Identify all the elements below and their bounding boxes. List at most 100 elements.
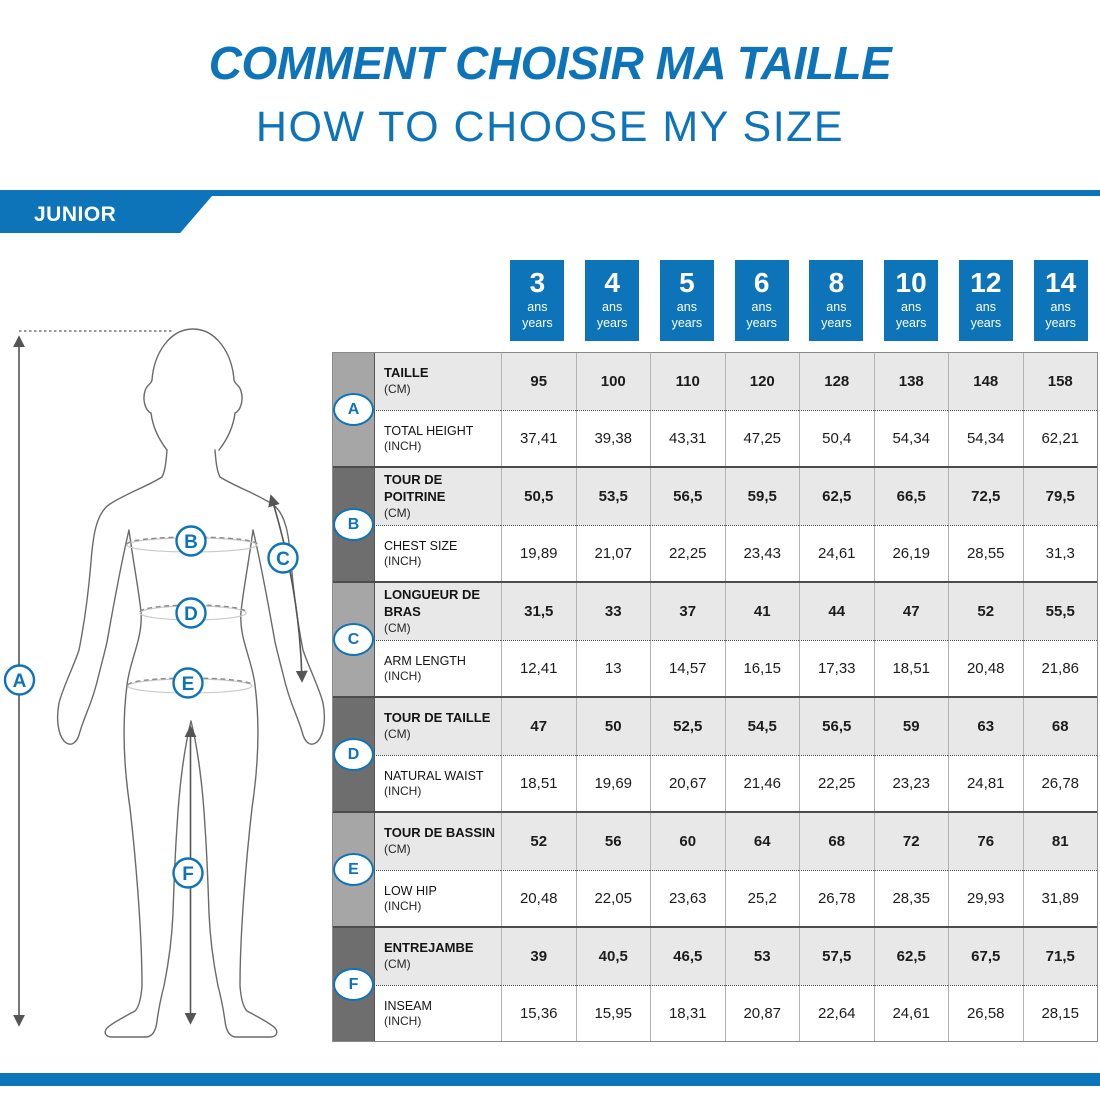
size-value-cell: 72 — [873, 813, 948, 870]
measurement-name: INSEAM — [384, 998, 432, 1013]
size-table: A TAILLE (CM) 95 100 110 120 128 138 148 158 TOTAL … — [332, 352, 1098, 1042]
diagram-badge-e: E — [182, 674, 195, 695]
measurement-name: LONGUEUR DE BRAS — [384, 586, 481, 619]
size-value-cell: 62,5 — [799, 468, 874, 525]
table-letter-badge: A — [333, 393, 374, 426]
size-value-cell: 22,64 — [799, 985, 874, 1041]
table-section: F ENTREJAMBE (CM) 39 40,5 46,5 53 57,5 62,5 67,5 7… — [333, 926, 1097, 1041]
size-value-cell: 14,57 — [650, 640, 725, 696]
age-unit-en: years — [596, 315, 628, 330]
age-unit-fr: ans — [826, 300, 847, 315]
age-header-box: 8 ans years — [809, 260, 864, 341]
measurement-name: LOW HIP — [384, 883, 437, 898]
measurement-label-cell: LONGUEUR DE BRAS (CM) — [374, 583, 501, 640]
measurement-unit: (INCH) — [384, 668, 422, 683]
size-value-cell: 128 — [799, 353, 874, 410]
size-value-cell: 54,34 — [948, 410, 1023, 466]
size-value-cell: 138 — [873, 353, 948, 410]
size-value-cell: 72,5 — [948, 468, 1023, 525]
measurement-label-cell: CHEST SIZE (INCH) — [374, 525, 501, 581]
age-header-box: 12 ans years — [958, 260, 1013, 341]
size-value-cell: 23,63 — [650, 870, 725, 926]
letter-cell: B — [333, 468, 374, 581]
size-value-cell: 53,5 — [575, 468, 650, 525]
size-value-cell: 50,5 — [501, 468, 576, 525]
size-value-cell: 43,31 — [650, 410, 725, 466]
age-unit-en: years — [671, 315, 703, 330]
measurement-label-cell: TOTAL HEIGHT (INCH) — [374, 410, 501, 466]
size-value-cell: 57,5 — [799, 928, 874, 985]
age-unit-fr: ans — [975, 300, 996, 315]
age-unit-en: years — [821, 315, 852, 330]
measurement-label-cell: TAILLE (CM) — [374, 353, 501, 410]
size-value-cell: 47 — [873, 583, 948, 640]
age-header-box: 4 ans years — [585, 260, 640, 341]
measurement-name: TOUR DE TAILLE — [384, 710, 491, 726]
age-header-box: 5 ans years — [659, 260, 714, 341]
size-value-cell: 41 — [724, 583, 799, 640]
size-value-cell: 68 — [799, 813, 874, 870]
age-unit-en: years — [970, 315, 1002, 330]
measurement-name: TAILLE — [384, 365, 429, 381]
size-value-cell: 56,5 — [799, 698, 874, 755]
size-value-cell: 46,5 — [650, 928, 725, 985]
banner-rule — [0, 190, 1100, 196]
child-silhouette — [56, 328, 326, 1038]
size-value-cell: 53 — [724, 928, 799, 985]
measurement-name: NATURAL WAIST — [384, 768, 484, 783]
age-number: 10 — [895, 267, 927, 298]
size-value-cell: 39 — [501, 928, 576, 985]
size-value-cell: 76 — [948, 813, 1023, 870]
letter-cell: C — [333, 583, 374, 696]
size-value-cell: 63 — [948, 698, 1023, 755]
size-value-cell: 81 — [1022, 813, 1097, 870]
table-section: D TOUR DE TAILLE (CM) 47 50 52,5 54,5 56,5 59 63 6… — [333, 696, 1097, 811]
diagram-badge-c: C — [276, 549, 290, 570]
measurement-unit: (INCH) — [384, 438, 422, 453]
size-value-cell: 148 — [948, 353, 1023, 410]
age-header-box: 3 ans years — [510, 260, 565, 341]
measurement-name: ARM LENGTH — [384, 653, 466, 668]
table-letter-badge: C — [333, 623, 374, 656]
age-header-box: 6 ans years — [734, 260, 789, 341]
measurement-unit: (CM) — [384, 505, 411, 520]
table-letter-badge: B — [333, 508, 374, 541]
measurement-unit: (CM) — [384, 842, 411, 857]
age-number: 5 — [679, 267, 695, 298]
diagram-badge-d: D — [184, 604, 198, 625]
size-value-cell: 66,5 — [873, 468, 948, 525]
letter-cell: D — [333, 698, 374, 811]
age-header-box: 14 ans years — [1033, 260, 1088, 341]
measurement-name: ENTREJAMBE — [384, 940, 474, 956]
size-value-cell: 50,4 — [799, 410, 874, 466]
size-value-cell: 79,5 — [1022, 468, 1097, 525]
measurement-name: TOTAL HEIGHT — [384, 423, 474, 438]
age-header-row: 3 ans years 4 ans years 5 ans years 6 ans years 8 ans… — [332, 260, 1098, 341]
diagram-badge-a: A — [13, 671, 27, 692]
size-value-cell: 24,81 — [948, 755, 1023, 811]
page-title-english: HOW TO CHOOSE MY SIZE — [255, 103, 845, 151]
age-unit-fr: ans — [901, 300, 922, 315]
size-value-cell: 37 — [650, 583, 725, 640]
table-letter-badge: D — [333, 738, 374, 771]
size-value-cell: 28,55 — [948, 525, 1023, 581]
body-measurement-diagram: A B C D E F — [3, 328, 326, 1038]
size-value-cell: 64 — [724, 813, 799, 870]
diagram-letter-badges: A B C D E F — [3, 525, 299, 889]
page-title-french: COMMENT CHOISIR MA TAILLE — [208, 37, 892, 89]
size-value-cell: 59 — [873, 698, 948, 755]
table-section: E TOUR DE BASSIN (CM) 52 56 60 64 68 72 76 81 LOW H… — [333, 811, 1097, 926]
size-value-cell: 47,25 — [724, 410, 799, 466]
measurement-label-cell: ARM LENGTH (INCH) — [374, 640, 501, 696]
size-value-cell: 60 — [650, 813, 725, 870]
size-value-cell: 15,95 — [575, 985, 650, 1041]
letter-cell: A — [333, 353, 374, 466]
size-value-cell: 20,48 — [501, 870, 576, 926]
age-header-box: 10 ans years — [884, 260, 939, 341]
age-unit-fr: ans — [1050, 300, 1071, 315]
size-value-cell: 22,05 — [575, 870, 650, 926]
size-value-cell: 67,5 — [948, 928, 1023, 985]
size-value-cell: 110 — [650, 353, 725, 410]
size-value-cell: 52 — [948, 583, 1023, 640]
age-number: 4 — [604, 267, 620, 298]
